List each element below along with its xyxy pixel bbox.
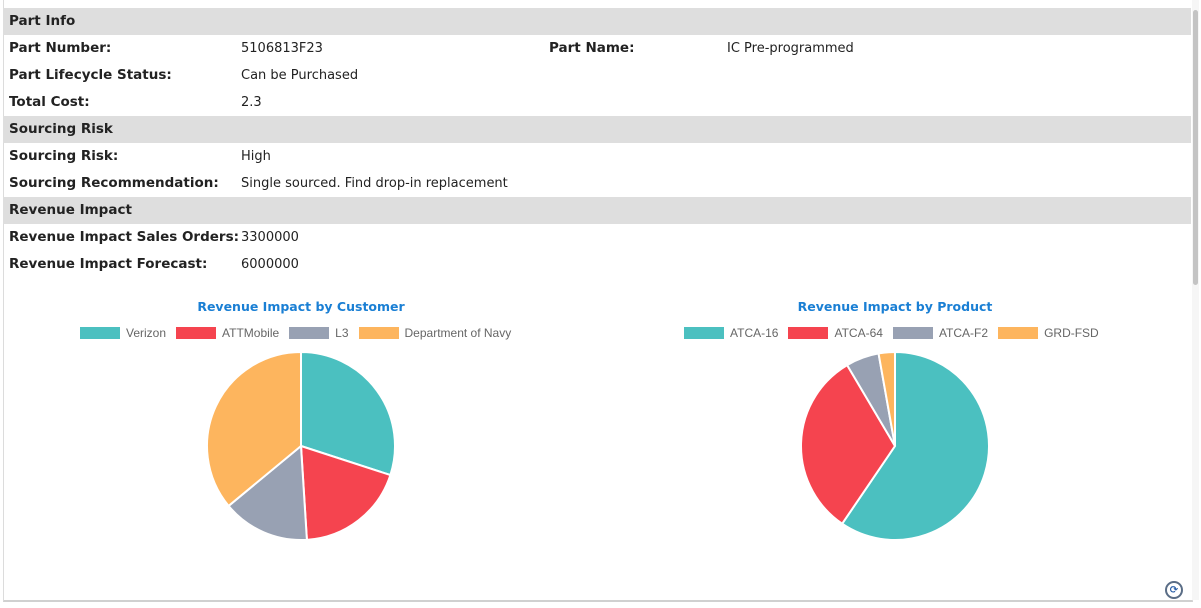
sourcing-recommendation-value: Single sourced. Find drop-in replacement: [241, 176, 508, 191]
part-detail-panel: [3, 0, 1193, 602]
legend-label: Verizon: [126, 326, 167, 340]
part-number-value: 5106813F23: [241, 41, 323, 56]
chart-title-customer: Revenue Impact by Customer: [197, 299, 405, 314]
legend-swatch: [289, 327, 330, 339]
pie-slice-atca-64[interactable]: [800, 363, 897, 526]
legend-item[interactable]: Department of Navy: [358, 326, 512, 340]
sourcing-risk-label: Sourcing Risk:: [9, 148, 119, 164]
legend-label: ATTMobile: [222, 326, 280, 340]
pie-slice-department-of-navy[interactable]: [206, 351, 302, 508]
pie-slice-grd-fsd[interactable]: [877, 351, 896, 447]
forecast-value: 6000000: [241, 257, 299, 272]
pie-chart-product: [800, 351, 990, 541]
lifecycle-value: Can be Purchased: [241, 68, 359, 83]
sourcing-recommendation-label: Sourcing Recommendation:: [9, 175, 219, 191]
legend-item[interactable]: ATCA-F2: [892, 326, 989, 340]
sales-orders-label: Revenue Impact Sales Orders:: [9, 229, 240, 245]
legend-swatch: [684, 327, 724, 339]
scrollbar-thumb[interactable]: [1193, 10, 1198, 285]
legend-swatch: [998, 327, 1039, 339]
sales-orders-value: 3300000: [241, 230, 299, 245]
part-number-label: Part Number:: [9, 40, 112, 56]
legend-swatch: [80, 327, 120, 339]
legend-item[interactable]: ATCA-16: [684, 326, 778, 340]
legend-item[interactable]: Verizon: [80, 326, 166, 340]
pie-slice-verizon[interactable]: [300, 351, 396, 477]
pie-slice-attmobile[interactable]: [299, 444, 392, 541]
pie-slice-atca-16[interactable]: [840, 351, 990, 541]
legend-product: ATCA-16 ATCA-64 ATCA-F2 GRD-FSD: [684, 325, 1109, 341]
legend-item[interactable]: ATTMobile: [176, 326, 279, 340]
legend-customer: Verizon ATTMobile L3 Department of Navy: [80, 325, 521, 341]
legend-label: ATCA-64: [834, 326, 883, 340]
total-cost-value: 2.3: [241, 95, 262, 110]
legend-item[interactable]: ATCA-64: [788, 326, 883, 340]
section-header-sourcing-risk: Sourcing Risk: [3, 116, 1191, 143]
scrollbar-track[interactable]: [1192, 0, 1199, 600]
lifecycle-label: Part Lifecycle Status:: [9, 67, 172, 83]
legend-label: ATCA-F2: [938, 326, 989, 340]
pie-chart-customer: [206, 351, 396, 541]
legend-swatch: [176, 327, 217, 339]
legend-label: GRD-FSD: [1044, 326, 1099, 340]
legend-item[interactable]: L3: [289, 326, 349, 340]
legend-swatch: [358, 327, 399, 339]
total-cost-label: Total Cost:: [9, 94, 90, 110]
legend-item[interactable]: GRD-FSD: [998, 326, 1099, 340]
part-name-value: IC Pre-programmed: [727, 41, 854, 56]
section-header-revenue-impact: Revenue Impact: [3, 197, 1191, 224]
sourcing-risk-value: High: [241, 149, 271, 164]
section-header-part-info: Part Info: [3, 8, 1191, 35]
refresh-icon[interactable]: ⟳: [1165, 581, 1183, 599]
legend-label: ATCA-16: [730, 326, 779, 340]
part-name-label: Part Name:: [549, 40, 635, 56]
legend-label: Department of Navy: [404, 326, 512, 340]
chart-title-product: Revenue Impact by Product: [797, 299, 993, 314]
legend-label: L3: [335, 326, 349, 340]
pie-slice-l3[interactable]: [227, 443, 308, 541]
legend-swatch: [788, 327, 829, 339]
legend-swatch: [892, 327, 933, 339]
forecast-label: Revenue Impact Forecast:: [9, 256, 208, 272]
